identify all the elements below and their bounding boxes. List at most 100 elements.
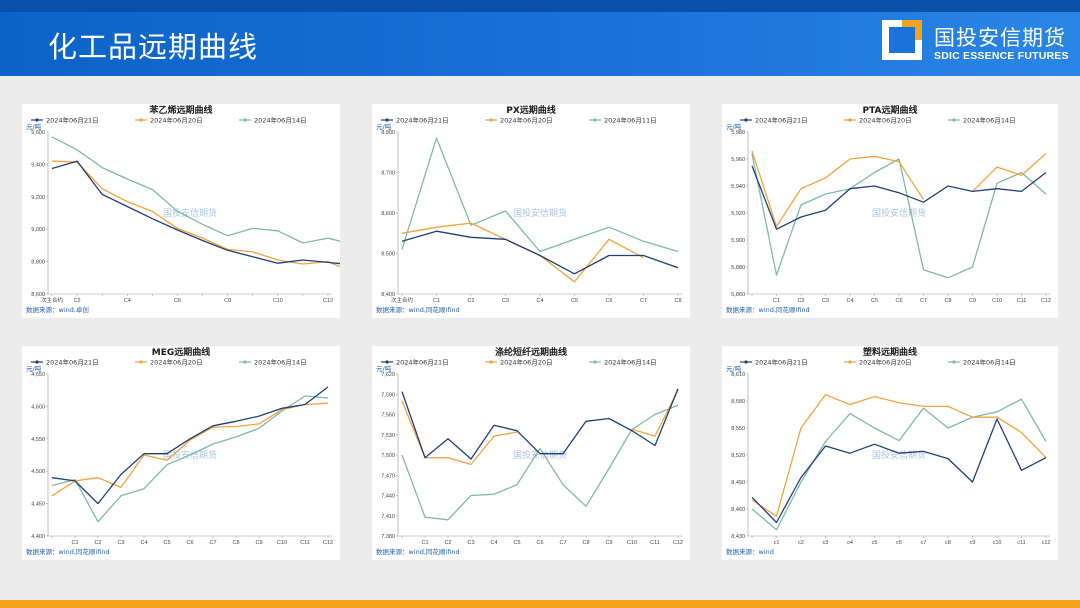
y-tick-label: 8,600 [31, 292, 45, 298]
y-tick-label: 7,440 [381, 494, 395, 500]
legend-label: 2024年06月20日 [500, 116, 553, 125]
legend-marker [593, 118, 597, 122]
legend-marker [952, 360, 956, 364]
series-line [51, 402, 329, 497]
x-tick-label: c3 [823, 540, 829, 546]
header-top-stripe [0, 0, 1080, 12]
x-tick-label: C5 [163, 540, 170, 546]
legend-label: 2024年06月14日 [963, 358, 1016, 367]
x-tick-label: C6 [605, 298, 612, 304]
chart-pta: PTA远期曲线 2024年06月21日 2024年06月20日 2024年06月14日… [726, 104, 1051, 314]
x-tick-label: C4 [124, 298, 131, 304]
data-source-note: 数据来源：wind,卓创 [26, 305, 89, 314]
legend-marker [35, 360, 39, 364]
legend-label: 2024年06月14日 [254, 116, 307, 125]
y-tick-label: 5,920 [731, 211, 745, 217]
y-tick-label: 4,450 [31, 502, 45, 508]
legend-marker [848, 360, 852, 364]
watermark-text: 国投安信期货 [513, 207, 567, 219]
y-unit-label: 元/吨 [726, 122, 742, 131]
x-tick-label: C11 [650, 540, 660, 546]
legend-marker [35, 118, 39, 122]
chart-staple-fiber: 涤纶短纤远期曲线 2024年06月21日 2024年06月20日 2024年06月14… [376, 346, 683, 556]
x-tick-label: c7 [921, 540, 927, 546]
y-tick-label: 5,980 [731, 130, 745, 136]
legend-marker [593, 360, 597, 364]
y-tick-label: 5,900 [731, 238, 745, 244]
x-tick-label: C2 [74, 298, 81, 304]
chart-title: PTA远期曲线 [862, 104, 917, 116]
x-tick-label: C6 [895, 298, 902, 304]
legend-marker [243, 360, 247, 364]
legend-label: 2024年06月21日 [46, 358, 99, 367]
data-source-note: 数据来源：wind,同花顺ifind [26, 547, 110, 556]
legend-marker [848, 118, 852, 122]
legend-label: 2024年06月21日 [755, 358, 808, 367]
chart-plastic: 塑料远期曲线 2024年06月21日 2024年06月20日 2024年06月14日元… [726, 346, 1051, 556]
chart-panel-4: MEG远期曲线 2024年06月21日 2024年06月20日 2024年06月14日… [22, 346, 340, 560]
chart-styrene: 苯乙烯远期曲线 2024年06月21日 2024年06月20日 2024年06月14日… [26, 104, 340, 314]
x-tick-label: C8 [232, 540, 239, 546]
legend-marker [744, 118, 748, 122]
y-tick-label: 5,960 [731, 157, 745, 163]
y-tick-label: 8,460 [731, 507, 745, 513]
x-tick-label: C5 [513, 540, 520, 546]
logo-english-text: SDIC ESSENCE FUTURES [934, 50, 1069, 62]
y-tick-label: 7,530 [381, 433, 395, 439]
y-tick-label: 8,580 [731, 399, 745, 405]
x-tick-label: C7 [920, 298, 927, 304]
x-tick-label: 次主合约 [41, 296, 64, 304]
x-tick-label: C12 [1041, 298, 1051, 304]
legend-label: 2024年06月21日 [396, 358, 449, 367]
series-line [401, 404, 679, 521]
legend-label: 2024年06月21日 [46, 116, 99, 125]
x-tick-label: C4 [846, 298, 853, 304]
x-tick-label: C3 [822, 298, 829, 304]
logo-mark-icon [882, 20, 922, 60]
legend-marker [385, 118, 389, 122]
y-tick-label: 8,400 [381, 292, 395, 298]
y-unit-label: 元/吨 [376, 122, 392, 131]
x-tick-label: c9 [970, 540, 976, 546]
x-tick-label: C7 [559, 540, 566, 546]
y-tick-label: 9,400 [31, 162, 45, 168]
x-tick-label: C6 [536, 540, 543, 546]
series-line [51, 160, 340, 268]
chart-px: PX远期曲线 2024年06月21日 2024年06月20日 2024年06月11日元… [376, 104, 682, 314]
series-line [51, 136, 340, 244]
y-tick-label: 4,600 [31, 404, 45, 410]
y-tick-label: 8,520 [731, 453, 745, 459]
y-tick-label: 8,800 [381, 130, 395, 136]
y-tick-label: 7,380 [381, 534, 395, 540]
y-tick-label: 8,550 [731, 426, 745, 432]
legend-marker [139, 118, 143, 122]
x-tick-label: c8 [945, 540, 951, 546]
x-tick-label: C1 [71, 540, 78, 546]
y-tick-label: 9,200 [31, 195, 45, 201]
x-tick-label: C6 [186, 540, 193, 546]
x-tick-label: C9 [969, 298, 976, 304]
x-tick-label: C4 [140, 540, 147, 546]
series-line [51, 395, 329, 523]
y-tick-label: 7,470 [381, 473, 395, 479]
y-tick-label: 9,600 [31, 130, 45, 136]
x-tick-label: c12 [1042, 540, 1051, 546]
y-unit-label: 元/吨 [376, 364, 392, 373]
series-line [751, 153, 1047, 279]
x-tick-label: C1 [433, 298, 440, 304]
chart-title: 苯乙烯远期曲线 [148, 104, 212, 116]
chart-meg: MEG远期曲线 2024年06月21日 2024年06月20日 2024年06月14日… [26, 346, 333, 556]
watermark-text: 国投安信期货 [872, 207, 926, 219]
x-tick-label: C8 [224, 298, 231, 304]
x-tick-label: c2 [798, 540, 804, 546]
x-tick-label: C6 [174, 298, 181, 304]
chart-panel-3: PTA远期曲线 2024年06月21日 2024年06月20日 2024年06月14日… [722, 104, 1058, 318]
y-tick-label: 5,860 [731, 292, 745, 298]
x-tick-label: C4 [490, 540, 497, 546]
series-line [51, 386, 329, 505]
data-source-note: 数据来源：wind [726, 547, 774, 556]
legend-marker [243, 118, 247, 122]
y-tick-label: 4,550 [31, 437, 45, 443]
y-tick-label: 5,940 [731, 184, 745, 190]
x-tick-label: 次主合约 [391, 296, 414, 304]
